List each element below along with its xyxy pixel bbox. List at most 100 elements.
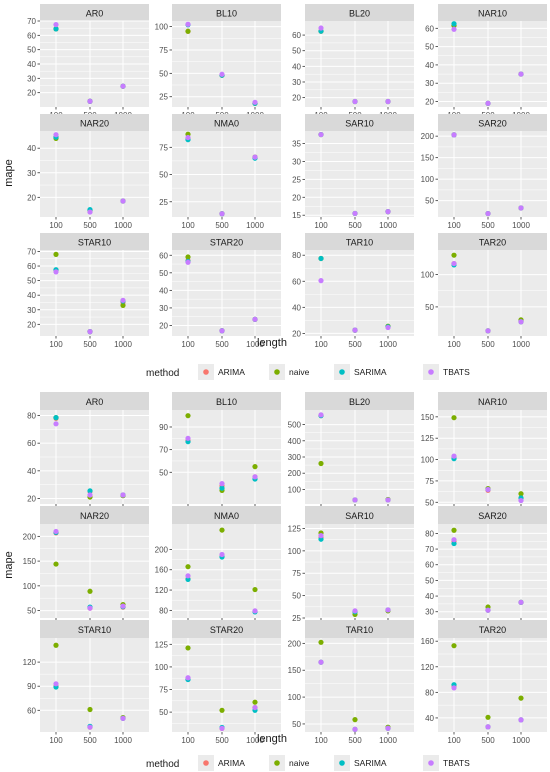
point-naive	[185, 254, 191, 260]
y-tick-label: 60	[27, 706, 36, 715]
point-tbats	[53, 681, 59, 687]
point-tbats	[352, 497, 358, 503]
point-naive	[518, 695, 524, 701]
y-tick-label: 100	[288, 547, 302, 556]
facet-strip	[40, 620, 149, 638]
y-tick-label: 500	[288, 421, 302, 430]
panel-background	[40, 250, 149, 336]
panel-background	[305, 131, 414, 217]
x-tick-label: 1000	[246, 736, 264, 745]
point-naive	[451, 415, 457, 421]
facet-panel: SAR102550751001251005001000	[288, 506, 414, 631]
facet-title: SAR10	[345, 119, 374, 129]
y-tick-label: 50	[159, 171, 168, 180]
facet-panel: SAR203040506070801005001000	[425, 506, 547, 631]
facet-title: STAR20	[210, 238, 243, 248]
y-tick-label: 60	[159, 251, 168, 260]
facet-panel: SAR10 15 20 25 30 35 100 500 1000	[292, 114, 414, 230]
point-naive	[53, 642, 59, 648]
point-tbats	[318, 659, 324, 665]
facet-panel: NMA0 25 50 75 100 500 1000	[159, 114, 281, 230]
y-tick-label: 50	[159, 269, 168, 278]
point-tbats	[219, 211, 225, 217]
legend-label: TBATS	[443, 758, 470, 768]
y-tick-label: 100	[421, 271, 435, 280]
point-tbats	[518, 205, 524, 211]
point-tbats	[318, 533, 324, 539]
facet-panel: STAR20 20 30 40 50 60 100 500 1000	[159, 233, 281, 349]
facet-strip	[40, 4, 149, 21]
y-tick-label: 50	[159, 69, 168, 78]
point-tbats	[185, 134, 191, 141]
x-tick-label: 1000	[379, 736, 397, 745]
facet-panel: NAR1050751001251501005001000	[421, 392, 547, 517]
point-tbats	[87, 98, 93, 104]
x-tick-label: 500	[481, 340, 495, 349]
x-tick-label: 1000	[114, 736, 132, 745]
point-naive	[352, 717, 358, 723]
point-naive	[252, 586, 258, 593]
y-tick-label: 150	[421, 154, 435, 163]
point-tbats	[87, 492, 93, 498]
facet-panel: BL105070901005001000	[159, 392, 281, 517]
point-tbats	[87, 605, 93, 611]
legend-label: SARIMA	[354, 758, 387, 768]
point-tbats	[185, 675, 191, 681]
x-tick-label: 1000	[512, 340, 530, 349]
facet-panel: NAR20501001502001005001000	[23, 506, 149, 631]
facet-title: SAR10	[345, 511, 374, 521]
facet-panel: NAR1020304050601005001000	[425, 4, 547, 120]
panel-background	[172, 410, 281, 504]
facet-strip	[305, 392, 414, 410]
point-naive	[87, 588, 93, 594]
facet-title: AR0	[86, 9, 104, 19]
point-tbats	[485, 100, 491, 106]
point-tbats	[451, 685, 457, 691]
panel-background	[40, 131, 149, 217]
point-tbats	[53, 21, 59, 28]
y-tick-label: 50	[159, 708, 168, 717]
facet-strip	[305, 620, 414, 638]
y-tick-label: 20	[27, 89, 36, 98]
legend-swatch-naive	[274, 760, 280, 766]
point-tbats	[385, 324, 391, 331]
facet-title: STAR10	[78, 238, 111, 248]
point-naive	[219, 707, 225, 713]
facet-title: NMA0	[214, 511, 239, 521]
x-tick-label: 500	[348, 221, 362, 230]
facet-panel: SAR20 50 100 150 200 100 500 1000	[421, 114, 547, 230]
legend-swatch-arima	[203, 369, 209, 375]
legend-label: naive	[289, 758, 310, 768]
y-tick-label: 30	[27, 306, 36, 315]
facet-strip	[40, 506, 149, 524]
point-naive	[185, 413, 191, 419]
point-sarima	[318, 255, 324, 262]
facet-panel: STAR10 60 90 120 100 500 1000	[23, 620, 149, 745]
y-tick-label: 60	[292, 31, 301, 40]
point-naive	[219, 527, 225, 533]
point-naive	[252, 464, 258, 470]
y-tick-label: 50	[425, 43, 434, 52]
y-tick-label: 30	[27, 169, 36, 178]
facet-strip	[305, 506, 414, 524]
x-tick-label: 500	[348, 736, 362, 745]
panel-background	[305, 638, 414, 732]
facet-panel: TAR20 40 80 120 160 100 500 1000	[421, 620, 547, 745]
facet-title: NAR10	[478, 397, 507, 407]
x-axis-title: length	[257, 733, 287, 745]
legend-label: ARIMA	[218, 758, 245, 768]
point-tbats	[352, 98, 358, 105]
y-tick-label: 60	[27, 262, 36, 271]
point-tbats	[385, 98, 391, 105]
y-tick-label: 25	[159, 93, 168, 102]
facet-strip	[172, 4, 281, 21]
y-tick-label: 75	[425, 477, 434, 486]
y-tick-label: 20	[27, 320, 36, 329]
facet-title: SAR20	[478, 119, 507, 129]
point-tbats	[252, 704, 258, 711]
point-tbats	[518, 319, 524, 325]
legend-swatch-sarima	[339, 760, 345, 766]
facet-title: TAR20	[479, 238, 506, 248]
point-tbats	[352, 327, 358, 333]
